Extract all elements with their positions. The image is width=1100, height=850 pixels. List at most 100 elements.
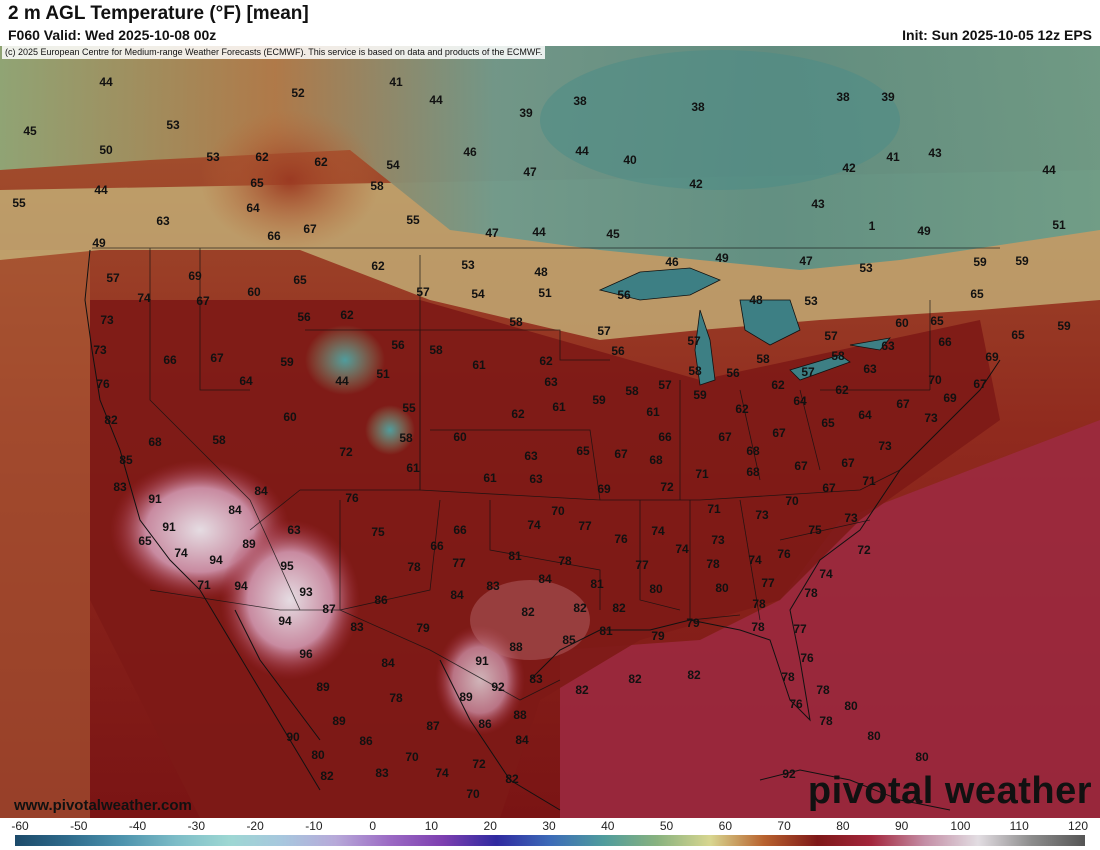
temperature-label: 42 <box>842 161 856 175</box>
temperature-label: 76 <box>345 491 359 505</box>
temperature-label: 53 <box>859 261 873 275</box>
temperature-label: 57 <box>801 365 815 379</box>
temperature-label: 67 <box>614 447 628 461</box>
temperature-label: 58 <box>831 349 845 363</box>
temperature-label: 62 <box>371 259 385 273</box>
temperature-label: 70 <box>466 787 480 801</box>
temperature-label: 45 <box>606 227 620 241</box>
temperature-label: 61 <box>646 405 660 419</box>
temperature-label: 84 <box>254 484 268 498</box>
temperature-label: 53 <box>804 294 818 308</box>
temperature-label: 87 <box>426 719 440 733</box>
temperature-label: 57 <box>687 334 701 348</box>
temperature-label: 65 <box>138 534 152 548</box>
temperature-label: 82 <box>687 668 701 682</box>
temperature-label: 63 <box>863 362 877 376</box>
temperature-label: 78 <box>389 691 403 705</box>
temperature-label: 44 <box>1042 163 1056 177</box>
temperature-label: 67 <box>794 459 808 473</box>
atlantic-fill <box>560 420 1100 818</box>
temperature-label: 61 <box>472 358 486 372</box>
temperature-label: 57 <box>597 324 611 338</box>
temperature-label: 73 <box>711 533 725 547</box>
temperature-label: 75 <box>371 525 385 539</box>
temperature-label: 68 <box>649 453 663 467</box>
temperature-map[interactable]: 44 45 50 44 55 53 53 52 41 44 38 39 38 38 39 62 62 65 54 58… <box>0 46 1100 818</box>
temperature-label: 78 <box>706 557 720 571</box>
temperature-label: 64 <box>239 374 253 388</box>
temperature-label: 66 <box>430 539 444 553</box>
temperature-label: 58 <box>399 431 413 445</box>
temperature-label: 56 <box>611 344 625 358</box>
temperature-label: 83 <box>529 672 543 686</box>
legend-tick-label: 110 <box>1009 819 1029 833</box>
temperature-label: 74 <box>675 542 689 556</box>
temperature-label: 67 <box>822 481 836 495</box>
temperature-label: 96 <box>299 647 313 661</box>
temperature-label: 73 <box>93 343 107 357</box>
temperature-label: 79 <box>416 621 430 635</box>
temperature-label: 83 <box>113 480 127 494</box>
temperature-label: 63 <box>881 339 895 353</box>
temperature-label: 85 <box>562 633 576 647</box>
temperature-label: 38 <box>573 94 587 108</box>
colorado-cool-area <box>365 405 415 455</box>
temperature-label: 52 <box>291 86 305 100</box>
map-title: 2 m AGL Temperature (°F) [mean] <box>8 3 309 24</box>
temperature-label: 73 <box>844 511 858 525</box>
temperature-label: 76 <box>614 532 628 546</box>
temperature-label: 62 <box>835 383 849 397</box>
temperature-label: 44 <box>335 374 349 388</box>
temperature-label: 76 <box>96 377 110 391</box>
temperature-label: 83 <box>350 620 364 634</box>
temperature-label: 77 <box>761 576 775 590</box>
temperature-label: 80 <box>649 582 663 596</box>
temperature-label: 91 <box>162 520 176 534</box>
texas-hot-area <box>470 580 590 660</box>
temperature-label: 46 <box>665 255 679 269</box>
temperature-label: 49 <box>917 224 931 238</box>
temperature-label: 44 <box>429 93 443 107</box>
temperature-label: 56 <box>297 310 311 324</box>
temperature-label: 72 <box>472 757 486 771</box>
coastlines <box>84 249 1001 811</box>
temperature-label: 65 <box>970 287 984 301</box>
temperature-label: 84 <box>228 503 242 517</box>
temperature-label: 67 <box>196 294 210 308</box>
website-link[interactable]: www.pivotalweather.com <box>14 797 192 814</box>
temperature-label: 66 <box>163 353 177 367</box>
temperature-label: 88 <box>509 640 523 654</box>
warm-land-fill <box>90 300 1000 818</box>
temperature-label: 78 <box>752 597 766 611</box>
temperature-label: 95 <box>280 559 294 573</box>
temperature-label: 66 <box>658 430 672 444</box>
temperature-label: 94 <box>234 579 248 593</box>
temperature-label: 65 <box>250 176 264 190</box>
temperature-label: 70 <box>551 504 565 518</box>
legend-tick-label: -30 <box>187 819 205 833</box>
legend-tick-label: -50 <box>70 819 88 833</box>
temperature-label: 77 <box>578 519 592 533</box>
temperature-label: 47 <box>523 165 537 179</box>
temperature-label: 63 <box>529 472 543 486</box>
temperature-label: 41 <box>389 75 403 89</box>
legend-tick-label: -20 <box>246 819 264 833</box>
temperature-label: 59 <box>592 393 606 407</box>
temperature-label: 66 <box>453 523 467 537</box>
legend-tick-label: 120 <box>1067 819 1089 833</box>
temperature-label: 82 <box>575 683 589 697</box>
temperature-label: 53 <box>166 118 180 132</box>
temperature-label: 39 <box>519 106 533 120</box>
temperature-label: 77 <box>635 558 649 572</box>
temperature-label: 82 <box>573 601 587 615</box>
temperature-label: 94 <box>209 553 223 567</box>
temperature-label: 60 <box>247 285 261 299</box>
temperature-label: 57 <box>106 271 120 285</box>
temperature-label: 69 <box>985 350 999 364</box>
temperature-label: 64 <box>793 394 807 408</box>
temperature-label: 73 <box>878 439 892 453</box>
temperature-label: 62 <box>511 407 525 421</box>
legend-tick-label: 60 <box>718 819 733 833</box>
temperature-label: 88 <box>513 708 527 722</box>
